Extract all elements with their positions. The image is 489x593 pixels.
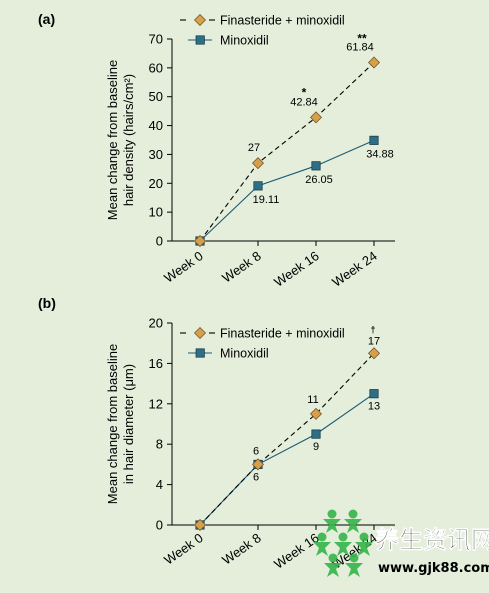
data-label: 26.05 <box>305 174 333 186</box>
significance-marker: † <box>370 324 375 334</box>
data-point-minoxidil <box>369 135 379 145</box>
data-label: 6 <box>253 445 259 457</box>
y-tick-label: 8 <box>156 437 163 452</box>
data-point-finasteride-minoxidil <box>310 407 322 420</box>
y-tick-label: 20 <box>149 176 163 191</box>
data-label: 6 <box>253 471 259 483</box>
legend-item: Finasteride + minoxidil <box>180 327 345 341</box>
y-tick-label: 0 <box>156 234 163 249</box>
watermark-figure-body <box>345 563 363 577</box>
watermark-url: www.gjk88.com <box>378 561 489 576</box>
data-point-finasteride-minoxidil <box>194 519 206 531</box>
legend-item: Minoxidil <box>188 34 269 48</box>
data-label: 61.84 <box>346 42 374 54</box>
y-tick-label: 30 <box>149 147 163 162</box>
y-tick-label: 12 <box>149 396 163 411</box>
y-axis-title: Mean change from baseline <box>105 344 120 504</box>
legend-marker-square <box>195 348 205 358</box>
x-tick-label: Week 24 <box>329 248 379 290</box>
watermark-figure-body <box>313 542 331 556</box>
x-tick-label: Week 8 <box>219 248 264 285</box>
legend: Finasteride + minoxidil Minoxidil <box>180 327 345 361</box>
watermark: 养生资讯网 www.gjk88.com <box>313 509 489 577</box>
x-tick-label: Week 8 <box>219 530 264 567</box>
y-axis-title: Mean change from baseline <box>105 60 120 220</box>
watermark-figure-head <box>338 532 348 542</box>
y-axis-title: in hair diameter (μm) <box>121 364 136 484</box>
significance-marker: * <box>302 85 307 99</box>
watermark-figure-head <box>348 509 358 519</box>
data-label: 42.84 <box>290 96 318 108</box>
legend-label: Minoxidil <box>220 34 269 48</box>
data-point-finasteride-minoxidil <box>252 157 264 170</box>
x-tick-label: Week 0 <box>161 530 206 567</box>
x-tick-label: Week 16 <box>271 530 321 572</box>
y-tick-label: 10 <box>149 205 163 220</box>
data-label: 17 <box>368 335 380 347</box>
legend-label: Minoxidil <box>220 347 269 361</box>
significance-marker: ** <box>357 32 367 46</box>
y-tick-label: 40 <box>149 118 163 133</box>
data-point-finasteride-minoxidil <box>310 111 322 124</box>
series-line-finasteride-minoxidil <box>199 352 375 526</box>
chart-panel-a: (a) 0 10 20 30 40 50 60 70 Mean change from basel… <box>38 11 395 290</box>
data-point-finasteride-minoxidil <box>368 56 380 69</box>
watermark-figure-body <box>344 519 362 533</box>
y-axis-title: hair density (hairs/cm²) <box>121 74 136 206</box>
data-label: 27 <box>248 142 260 154</box>
legend: Finasteride + minoxidil Minoxidil <box>180 14 345 48</box>
legend-marker-diamond <box>194 14 206 26</box>
watermark-figure-head <box>328 553 338 563</box>
watermark-text: 养生资讯网 <box>374 526 489 554</box>
data-label: 19.11 <box>253 194 280 206</box>
legend-marker-square <box>195 35 205 45</box>
series-line-minoxidil <box>199 139 375 242</box>
watermark-figure-head <box>349 553 359 563</box>
data-point-minoxidil <box>369 389 379 399</box>
legend-marker-diamond <box>194 327 206 339</box>
y-tick-label: 50 <box>149 89 163 104</box>
data-point-minoxidil <box>311 429 321 439</box>
y-tick-label: 20 <box>149 316 163 331</box>
data-label: 11 <box>307 394 318 406</box>
watermark-logo <box>313 509 373 577</box>
data-point-finasteride-minoxidil <box>194 235 206 247</box>
data-label: 9 <box>313 441 319 453</box>
y-tick-label: 0 <box>156 518 163 533</box>
data-point-finasteride-minoxidil <box>368 347 380 360</box>
legend-label: Finasteride + minoxidil <box>220 14 345 28</box>
x-tick-label: Week 0 <box>161 248 206 285</box>
y-tick-label: 4 <box>156 477 163 492</box>
y-tick-label: 16 <box>149 356 163 371</box>
data-point-finasteride-minoxidil <box>252 458 264 471</box>
watermark-figure-body <box>334 542 352 556</box>
data-label: 34.88 <box>366 148 394 160</box>
data-point-minoxidil <box>253 181 263 191</box>
legend-item: Minoxidil <box>188 347 269 361</box>
series-line-minoxidil <box>199 393 375 526</box>
y-tick-label: 60 <box>149 60 163 75</box>
chart-panel-b: (b) 0 4 8 12 16 20 Mean change from baseline in … <box>38 295 395 572</box>
data-point-minoxidil <box>311 161 321 171</box>
y-tick-label: 70 <box>149 32 163 47</box>
watermark-figure-body <box>323 519 341 533</box>
watermark-figure-head <box>359 532 369 542</box>
data-label: 13 <box>368 401 380 413</box>
watermark-figure-head <box>327 509 337 519</box>
watermark-figure-body <box>355 542 373 556</box>
watermark-figure-body <box>324 563 342 577</box>
watermark-figure-head <box>317 532 327 542</box>
legend-label: Finasteride + minoxidil <box>220 327 345 341</box>
x-tick-label: Week 16 <box>271 248 321 290</box>
panel-label: (a) <box>38 11 55 27</box>
legend-item: Finasteride + minoxidil <box>180 14 345 28</box>
panel-label: (b) <box>38 295 56 311</box>
